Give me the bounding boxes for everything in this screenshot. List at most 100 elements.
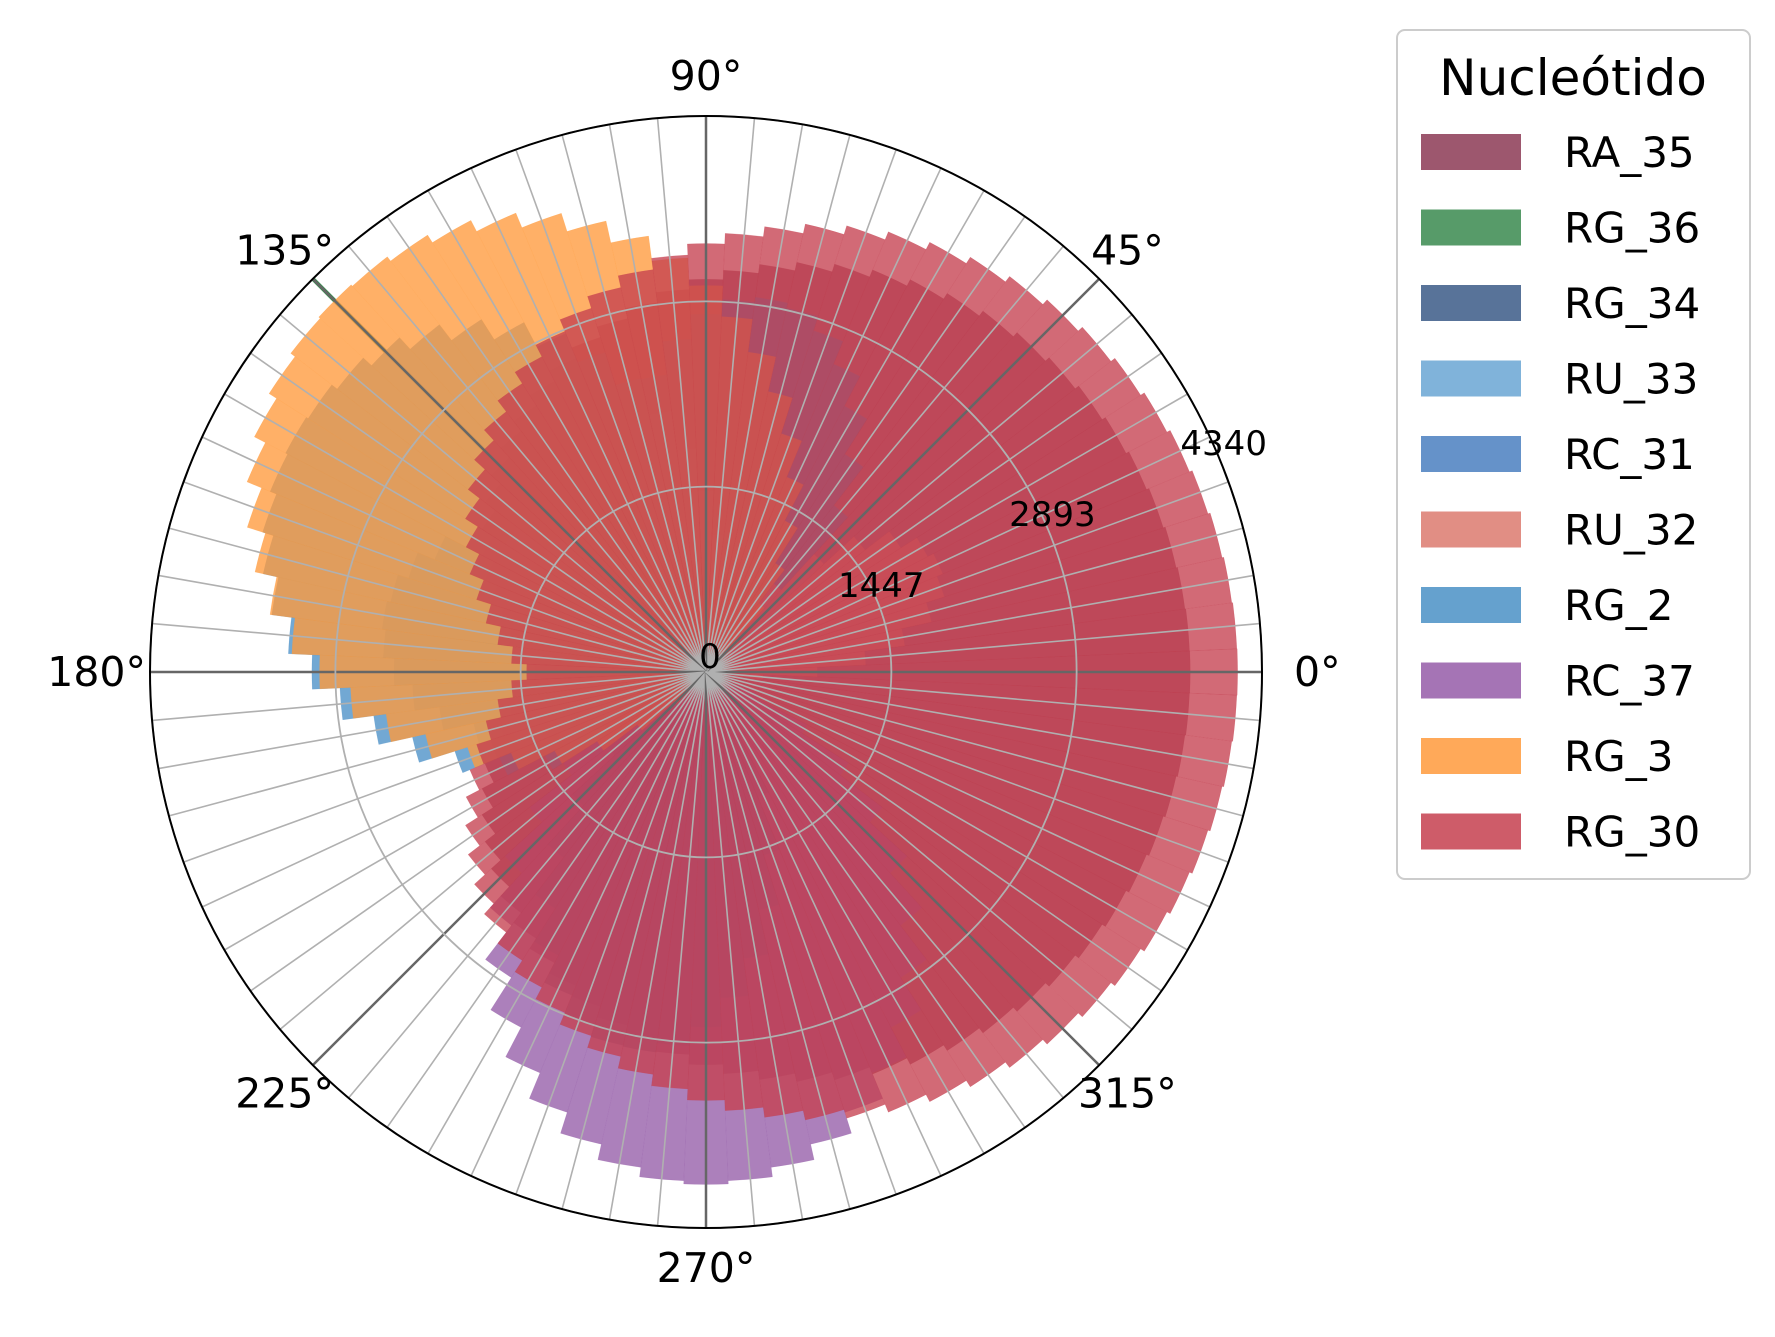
legend-label: RG_3 <box>1564 732 1673 781</box>
angular-tick-label: 225° <box>235 1069 334 1117</box>
legend-entry: RU_33 <box>1421 355 1698 404</box>
spoke <box>705 352 1162 673</box>
spoke <box>705 671 1229 863</box>
angular-tick-label: 180° <box>47 648 146 696</box>
spoke <box>224 671 707 951</box>
spoke <box>427 671 707 1154</box>
major-spoke <box>311 277 707 673</box>
spoke <box>705 671 985 1154</box>
legend-entry: RA_35 <box>1421 128 1695 177</box>
outer-circle <box>149 115 1263 1229</box>
legend-entry: RG_36 <box>1421 204 1700 253</box>
spoke <box>515 671 707 1195</box>
spoke <box>201 671 707 908</box>
grid-layer <box>149 115 1263 1229</box>
radial-tick-label: 0 <box>699 637 721 677</box>
spoke <box>656 671 707 1226</box>
legend-label: RG_34 <box>1564 279 1700 328</box>
spoke <box>386 671 707 1128</box>
spoke <box>705 671 1133 1031</box>
spoke <box>224 393 707 673</box>
spoke <box>705 671 756 1226</box>
spoke <box>470 671 707 1177</box>
spoke <box>656 118 707 673</box>
radial-tick-label: 1447 <box>838 566 925 606</box>
spoke <box>705 436 1211 673</box>
spoke <box>705 124 804 673</box>
major-spoke <box>311 671 707 1067</box>
radial-gridline <box>519 485 893 859</box>
legend-entry: RG_2 <box>1421 581 1673 630</box>
legend-swatch <box>1421 662 1521 699</box>
spoke <box>705 671 1065 1099</box>
polar-frame <box>149 115 1263 1229</box>
spoke <box>158 574 707 673</box>
spoke <box>705 671 1026 1128</box>
legend-swatch <box>1421 813 1521 850</box>
spoke <box>470 167 707 673</box>
legend-label: RG_36 <box>1564 204 1700 253</box>
spoke <box>705 671 1162 992</box>
spoke <box>705 149 897 673</box>
spoke <box>705 527 1244 673</box>
major-spoke <box>705 671 1101 1067</box>
radial-gridline <box>334 300 1078 1044</box>
angular-tick-label: 90° <box>670 52 743 100</box>
legend-swatch <box>1421 134 1521 170</box>
spoke <box>608 124 707 673</box>
spoke <box>705 574 1254 673</box>
legend-label: RC_31 <box>1564 430 1695 479</box>
spoke <box>705 393 1188 673</box>
spoke <box>705 481 1229 673</box>
spoke <box>705 216 1026 673</box>
legend-label: RU_33 <box>1564 355 1698 404</box>
spoke <box>561 134 707 673</box>
angular-tick-label: 135° <box>235 227 334 275</box>
spoke <box>158 671 707 770</box>
legend-items: RA_35 RG_36 RG_34 RU_33 RC_31 RU_32 RG_2 RC_37 R… <box>1421 128 1700 857</box>
spoke <box>705 671 804 1220</box>
legend-swatch <box>1421 587 1521 623</box>
spoke <box>515 149 707 673</box>
legend-label: RG_2 <box>1564 581 1673 630</box>
spoke <box>705 313 1133 673</box>
legend-swatch <box>1421 511 1521 548</box>
spoke <box>386 216 707 673</box>
spoke <box>347 245 707 673</box>
radial-tick-label: 4340 <box>1180 424 1267 464</box>
spoke <box>183 671 707 863</box>
legend-entry: RC_37 <box>1421 657 1695 706</box>
major-spoke <box>705 277 1101 673</box>
spoke <box>705 245 1065 673</box>
tick-labels: 0° 45° 90° 135° 180° 225° 270° 315° 0 1447 2893 434… <box>47 52 1340 1292</box>
legend-entry: RG_30 <box>1421 808 1700 857</box>
spoke <box>250 671 707 992</box>
spoke <box>705 167 942 673</box>
bars-layer <box>246 212 1238 1185</box>
spoke <box>168 671 707 817</box>
spoke <box>279 313 707 673</box>
legend-entry: RU_32 <box>1421 506 1698 555</box>
angular-tick-label: 45° <box>1091 227 1164 275</box>
legend-title: Nucleótido <box>1439 49 1707 107</box>
radial-tick-label: 2893 <box>1009 495 1096 535</box>
spoke <box>705 671 1260 722</box>
spoke <box>279 671 707 1031</box>
spoke <box>705 671 1211 908</box>
spoke <box>705 118 756 673</box>
spoke <box>152 671 707 722</box>
spoke <box>608 671 707 1220</box>
spoke <box>183 481 707 673</box>
legend-swatch <box>1421 436 1521 472</box>
legend-swatch <box>1421 209 1521 246</box>
spoke <box>152 622 707 673</box>
spoke <box>705 671 1188 951</box>
legend-label: RG_30 <box>1564 808 1700 857</box>
legend-swatch <box>1421 360 1521 397</box>
legend-swatch <box>1421 738 1521 774</box>
spoke <box>705 190 985 673</box>
spoke <box>561 671 707 1210</box>
legend: Nucleótido RA_35 RG_36 RG_34 RU_33 RC_31 RU_3… <box>1396 29 1751 880</box>
spoke <box>705 671 1254 770</box>
